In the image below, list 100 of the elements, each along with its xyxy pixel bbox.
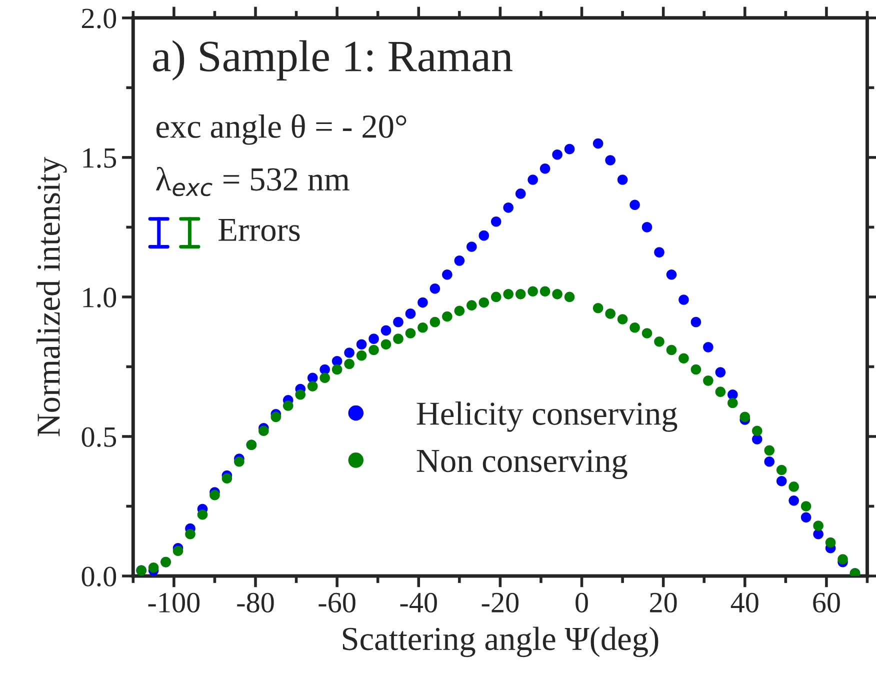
point xyxy=(430,283,440,294)
point xyxy=(442,311,452,322)
point xyxy=(405,328,416,338)
point xyxy=(234,456,244,467)
point xyxy=(466,300,477,310)
point xyxy=(617,174,628,185)
x-tick-label: -80 xyxy=(237,592,274,612)
point xyxy=(295,389,306,400)
point xyxy=(764,445,775,456)
x-tick-label: -60 xyxy=(318,592,356,612)
point xyxy=(405,308,416,319)
point xyxy=(776,464,787,476)
point xyxy=(380,339,392,350)
point xyxy=(654,336,664,347)
point xyxy=(764,456,775,467)
point xyxy=(728,398,738,408)
annotation: Errors xyxy=(218,218,300,242)
point xyxy=(630,200,640,210)
point xyxy=(356,339,367,350)
x-tick-label: 40 xyxy=(730,592,758,612)
x-tick-label: 60 xyxy=(813,592,840,612)
point xyxy=(552,289,562,300)
point xyxy=(197,509,208,520)
x-tick-label: 0 xyxy=(576,592,588,612)
point xyxy=(332,364,342,375)
legend-label: Helicity conserving xyxy=(416,402,678,432)
point xyxy=(592,302,604,314)
point xyxy=(528,286,538,297)
y-tick-label: 2.0 xyxy=(82,8,116,28)
x-tick-label: -40 xyxy=(400,592,437,612)
point xyxy=(270,412,282,422)
point xyxy=(813,520,824,531)
point xyxy=(418,322,428,333)
point xyxy=(185,528,196,540)
point xyxy=(380,325,392,336)
point xyxy=(490,292,502,302)
point xyxy=(654,247,664,258)
point xyxy=(368,344,379,356)
point xyxy=(642,222,652,232)
point xyxy=(540,163,550,174)
point xyxy=(368,334,379,344)
y-tick-label: 1.0 xyxy=(83,288,116,308)
point xyxy=(442,269,452,280)
point xyxy=(678,294,689,305)
point xyxy=(564,292,575,302)
point xyxy=(418,297,428,308)
point xyxy=(788,496,799,506)
x-tick-label: 20 xyxy=(650,592,677,612)
point xyxy=(703,342,714,352)
point xyxy=(503,289,514,300)
point xyxy=(320,372,330,384)
point xyxy=(466,242,477,252)
point xyxy=(393,334,404,344)
point xyxy=(666,344,677,356)
point xyxy=(838,554,848,564)
point xyxy=(800,512,812,523)
point xyxy=(678,353,689,364)
point xyxy=(752,426,762,436)
point xyxy=(703,376,714,386)
point xyxy=(148,562,159,573)
chart-title: a) Sample 1: Raman xyxy=(153,40,512,81)
point xyxy=(515,188,526,199)
point xyxy=(515,289,526,300)
point xyxy=(605,155,616,166)
point xyxy=(258,426,269,436)
point xyxy=(715,367,726,378)
point xyxy=(454,306,465,316)
point xyxy=(454,256,465,266)
point xyxy=(666,269,677,280)
point xyxy=(344,358,354,370)
point xyxy=(393,316,404,328)
point xyxy=(540,286,550,297)
x-tick-label: -100 xyxy=(148,592,200,612)
point xyxy=(690,364,702,375)
point xyxy=(282,400,294,411)
y-tick-label: 0.0 xyxy=(82,566,116,587)
point xyxy=(715,386,726,397)
x-axis-title: Scattering angle Ψ(deg) xyxy=(342,626,658,658)
point xyxy=(344,348,354,358)
point xyxy=(617,314,628,324)
point xyxy=(490,216,502,227)
point xyxy=(478,297,490,308)
y-tick-label: 0.5 xyxy=(82,427,116,448)
point xyxy=(592,138,604,149)
point xyxy=(552,149,562,160)
point xyxy=(503,202,514,213)
point xyxy=(776,476,787,486)
point xyxy=(605,308,616,319)
point xyxy=(172,546,184,556)
point xyxy=(356,350,367,361)
point xyxy=(478,230,490,241)
point xyxy=(800,501,812,512)
annotation: λ$_{exc}$ = 532 nm xyxy=(156,166,350,196)
annotation: exc angle θ = - 20° xyxy=(156,114,406,145)
point xyxy=(788,482,799,492)
y-tick-label: 1.5 xyxy=(83,148,116,168)
point xyxy=(642,328,652,338)
x-tick-label: -20 xyxy=(482,592,519,612)
y-axis-title: Normalized intensity xyxy=(36,156,67,436)
point xyxy=(740,412,750,422)
